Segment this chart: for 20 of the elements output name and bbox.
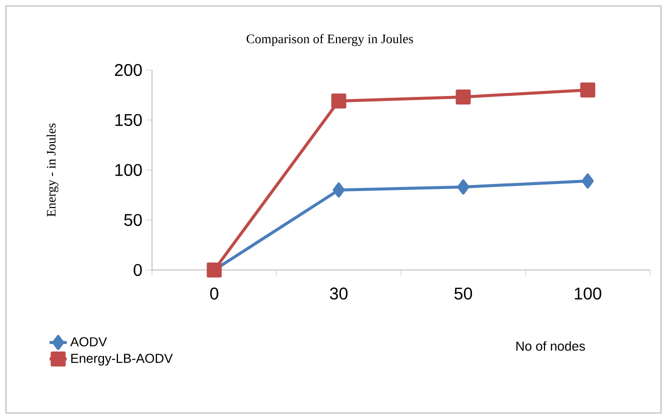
y-tick-label: 200 <box>114 64 142 76</box>
point <box>456 89 471 104</box>
y-tick-label: 100 <box>115 164 142 176</box>
chart-title: Comparison of Energy in Joules <box>246 34 413 46</box>
point <box>580 82 596 98</box>
x-tick-label: 50 <box>454 288 472 300</box>
point <box>582 173 594 188</box>
point <box>457 179 470 194</box>
x-axis-title: No of nodes <box>516 341 585 351</box>
legend-label: AODV <box>70 337 107 346</box>
x-tick-label: 30 <box>330 288 348 300</box>
x-tick-label: 100 <box>574 288 602 300</box>
y-axis-title: Energy - in Joules <box>46 123 58 217</box>
y-tick-label: 150 <box>115 114 142 126</box>
point <box>331 93 346 108</box>
point <box>332 182 345 198</box>
y-tick-label: 0 <box>134 264 142 276</box>
legend-label: Energy-LB-AODV <box>71 354 173 366</box>
y-tick-label: 50 <box>124 214 142 226</box>
x-tick-label: 0 <box>210 288 218 300</box>
